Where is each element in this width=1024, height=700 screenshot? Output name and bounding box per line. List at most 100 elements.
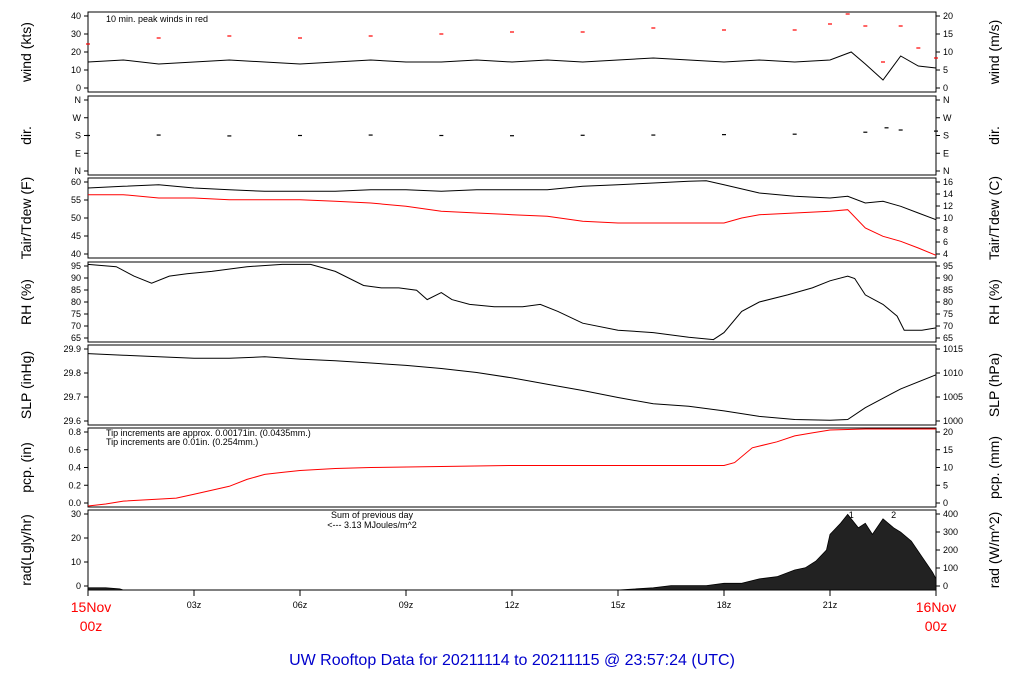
panel-wind: wind (kts) wind (m/s) 0 10 20 30 40 0 5 10 15 20 10 … [18,11,1002,93]
tick-label-right: S [943,131,949,141]
y-axis-title-left: dir. [18,126,34,145]
tick-label-right: 1005 [943,392,963,402]
tick-label-left: 80 [71,297,81,307]
tick-label-left: 55 [71,195,81,205]
tick-label-left: 20 [71,533,81,543]
x-tick-label: 09z [399,600,414,610]
tick-label-left: 29.8 [63,368,81,378]
x-tick-label: 15z [611,600,626,610]
rad-marker: 2 [891,510,896,520]
panel-rh: RH (%) RH (%) 65 70 75 80 85 90 95 65 70 75 80 85 90 95 [18,261,1002,343]
y-axis-title-right: Tair/Tdew (C) [986,176,1002,260]
tick-label-left: 30 [71,509,81,519]
chart-panels: wind (kts) wind (m/s)0102030400510152010 … [18,11,1002,591]
tick-label-right: 5 [943,65,948,75]
x-tick-label: 18z [717,600,732,610]
y-axis-title-right: wind (m/s) [986,20,1002,86]
series-Tdew [88,194,937,256]
tick-label-right: 20 [943,11,953,21]
series-precip [87,428,936,507]
tick-label-left: 40 [71,249,81,259]
panel-temp: Tair/Tdew (F) Tair/Tdew (C) 40 45 50 55 60 4 6 8 1… [18,176,1002,260]
tick-label-right: 85 [943,285,953,295]
tick-label-left: 85 [71,285,81,295]
y-axis-title-right: rad (W/m^2) [986,512,1002,589]
tick-label-right: 300 [943,527,958,537]
tick-label-right: 0 [943,83,948,93]
tick-label-right: 75 [943,309,953,319]
tick-label-left: 65 [71,333,81,343]
x-start-date: 15Nov [71,599,111,615]
x-start-time: 00z [80,618,103,634]
tick-label-right: 400 [943,509,958,519]
x-tick-label: 06z [293,600,308,610]
tick-label-left: 10 [71,557,81,567]
x-end-date: 16Nov [916,599,956,615]
series-SLP [87,353,937,421]
tick-label-left: 60 [71,177,81,187]
y-axis-title-left: rad(Lgly/hr) [18,514,34,586]
tick-label-left: 29.7 [63,392,81,402]
panel-annotation: 10 min. peak winds in red [106,14,208,24]
tick-label-right: 15 [943,29,953,39]
y-axis-title-left: pcp. (in) [18,442,34,493]
tick-label-left: 0.6 [68,445,81,455]
panel-slp: SLP (inHg) SLP (hPa) 29.6 29.7 29.8 29.9 1000 1… [18,344,1002,426]
x-end-time: 00z [925,618,948,634]
tick-label-right: 16 [943,177,953,187]
tick-label-right: 6 [943,237,948,247]
tick-label-left: 0.0 [68,498,81,508]
panel-pcp: pcp. (in) pcp. (mm) 0.0 0.2 0.4 0.6 0.8 0 5 10 15 2… [18,427,1002,508]
tick-label-left: S [75,131,81,141]
tick-label-right: 15 [943,445,953,455]
y-axis-title-left: RH (%) [18,279,34,325]
y-axis-title-left: Tair/Tdew (F) [18,177,34,259]
x-tick-label: 21z [823,600,838,610]
tick-label-right: 1010 [943,368,963,378]
tick-label-right: 0 [943,581,948,591]
tick-label-right: 20 [943,427,953,437]
tick-label-right: 8 [943,225,948,235]
y-axis-title-right: pcp. (mm) [986,436,1002,499]
tick-label-right: 10 [943,463,953,473]
tick-label-right: 10 [943,213,953,223]
series-radiation [87,513,937,591]
x-tick-label: 03z [187,600,202,610]
rad-annotation: Sum of previous day [331,510,414,520]
y-axis-title-left: SLP (inHg) [18,351,34,419]
tick-label-right: 90 [943,273,953,283]
tick-label-left: 75 [71,309,81,319]
series-Tair [87,180,937,221]
tick-label-right: N [943,95,950,105]
tick-label-left: 70 [71,321,81,331]
tick-label-left: 45 [71,231,81,241]
tick-label-left: 0 [76,83,81,93]
tick-label-left: 0.4 [68,463,81,473]
chart-title: UW Rooftop Data for 20211114 to 20211115… [289,652,735,669]
tick-label-left: 30 [71,29,81,39]
tick-label-left: 95 [71,261,81,271]
panel-frame [87,344,937,426]
tick-label-left: 0.2 [68,480,81,490]
tick-label-right: N [943,166,950,176]
tick-label-right: 100 [943,563,958,573]
tick-label-right: 12 [943,201,953,211]
tick-label-left: 50 [71,213,81,223]
tick-label-right: E [943,148,949,158]
x-tick-label: 12z [505,600,520,610]
series-RH [87,263,937,341]
x-axis: 15Nov 00z 16Nov 00z 03z 06z 09z 12z 15z 18z 21… [71,590,956,634]
tick-label-left: 29.9 [63,344,81,354]
tick-label-left: 90 [71,273,81,283]
tick-label-left: 29.6 [63,416,81,426]
tick-label-right: 4 [943,249,948,259]
tick-label-right: 1000 [943,416,963,426]
tick-label-right: 200 [943,545,958,555]
tick-label-right: 80 [943,297,953,307]
tip-annotation: Tip increments are 0.01in. (0.254mm.) [106,437,258,447]
y-axis-title-right: RH (%) [986,279,1002,325]
panel-rad: rad(Lgly/hr) rad (W/m^2)01020300100200300… [18,509,1002,591]
series-wind-speed [87,51,937,81]
y-axis-title-left: wind (kts) [18,22,34,83]
